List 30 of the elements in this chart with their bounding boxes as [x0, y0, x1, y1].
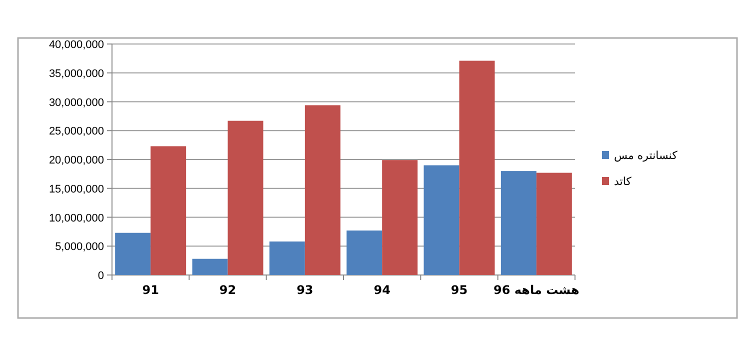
bar	[304, 105, 340, 275]
y-tick-label: 40,000,000	[48, 39, 104, 51]
y-tick-label: 35,000,000	[48, 68, 104, 80]
bar	[382, 160, 418, 275]
legend-label: کنسانتره مس	[614, 149, 678, 162]
bar	[346, 230, 382, 275]
y-tick-label: 30,000,000	[48, 96, 104, 109]
x-tick-label: 93	[296, 283, 314, 297]
x-tick-label: هشت ماهه 96	[494, 283, 580, 297]
y-tick-label: 25,000,000	[48, 126, 104, 138]
bar	[269, 242, 305, 275]
y-tick-label: 0	[98, 270, 104, 282]
bar	[500, 171, 536, 275]
legend-label: کاتد	[614, 175, 632, 188]
y-tick-label: 20,000,000	[48, 154, 104, 166]
bar	[536, 172, 572, 275]
y-tick-label: 10,000,000	[48, 212, 104, 224]
x-tick-label: 92	[219, 283, 236, 297]
bar	[192, 258, 228, 275]
bar	[150, 146, 186, 275]
x-tick-label: 91	[142, 283, 159, 297]
y-tick-label: 5,000,000	[55, 241, 104, 254]
bar	[459, 60, 495, 275]
bar	[424, 165, 460, 275]
bar	[228, 120, 264, 275]
bar	[115, 232, 151, 275]
y-tick-label: 15,000,000	[48, 183, 104, 196]
x-tick-label: 94	[374, 283, 390, 297]
legend: کنسانتره مس کاتد	[602, 149, 678, 188]
x-tick-label: 95	[450, 283, 468, 297]
